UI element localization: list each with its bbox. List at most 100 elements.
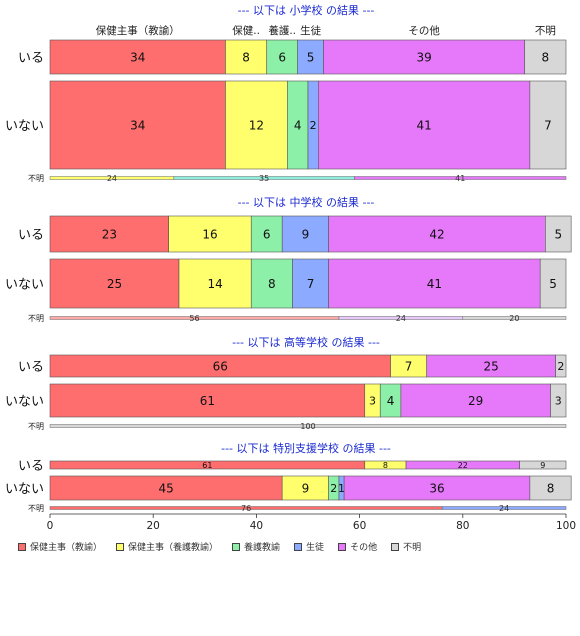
legend-label: 生徒 <box>306 543 325 553</box>
data-label: 25 <box>107 277 122 291</box>
bar-segment <box>266 39 298 75</box>
legend-item: 養護教諭 <box>232 540 280 553</box>
unknown-label: 不明 <box>28 504 44 513</box>
data-label: 45 <box>158 481 173 495</box>
bar-segment <box>292 258 329 309</box>
data-label: 5 <box>554 227 562 241</box>
row-label: いない <box>5 482 44 497</box>
column-header-1: 保健.. <box>232 24 260 37</box>
column-header-3: 生徒 <box>300 24 321 37</box>
data-label: 7 <box>544 118 552 132</box>
legend-swatch <box>294 542 303 551</box>
bar-segment <box>281 475 329 501</box>
bar-segment <box>524 39 567 75</box>
data-label: 4 <box>387 394 395 408</box>
legend: 保健主事（教諭） 保健主事（養護教諭） 養護教諭 生徒 その他 不明 <box>18 540 421 553</box>
legend-label: 不明 <box>403 543 422 553</box>
data-label: 5 <box>549 277 557 291</box>
data-label: 34 <box>130 118 145 132</box>
data-label: 3 <box>369 395 376 408</box>
legend-label: 保健主事（養護教諭） <box>128 543 219 553</box>
legend-label: 養護教諭 <box>244 543 281 553</box>
legend-item: 保健主事（教諭） <box>18 540 102 553</box>
legend-item: その他 <box>338 540 377 553</box>
data-label: 12 <box>249 118 264 132</box>
data-label: 34 <box>130 50 145 64</box>
x-tick-label: 100 <box>556 520 576 532</box>
column-header-2: 養護.. <box>268 24 296 37</box>
bar-segment <box>49 215 169 253</box>
bar-segment <box>343 475 531 501</box>
panel-title-2: --- 以下は 高等学校 の結果 --- <box>232 335 380 349</box>
row-label: いない <box>5 278 44 293</box>
legend-label: その他 <box>350 543 378 553</box>
x-tick-label: 80 <box>456 520 469 532</box>
unknown-value: 24 <box>396 314 406 323</box>
bar-segment <box>250 215 283 253</box>
data-label: 29 <box>468 394 483 408</box>
bar-segment <box>297 39 324 75</box>
unknown-label: 不明 <box>28 422 44 431</box>
unknown-value: 20 <box>509 314 519 323</box>
column-header-4: その他 <box>408 24 440 37</box>
x-tick-label: 60 <box>353 520 366 532</box>
bar-segment <box>328 258 541 309</box>
bar-segment <box>49 80 226 170</box>
unknown-value: 76 <box>241 504 251 513</box>
row-label: いる <box>18 228 44 243</box>
bar-segment <box>519 460 567 470</box>
bar-segment <box>49 475 283 501</box>
panel-title-3: --- 以下は 特別支援学校 の結果 --- <box>221 441 391 455</box>
data-label: 8 <box>547 481 555 495</box>
data-label: 61 <box>200 394 215 408</box>
unknown-label: 不明 <box>28 174 44 183</box>
unknown-value: 41 <box>455 174 465 183</box>
data-label: 66 <box>213 359 228 373</box>
bar-segment <box>49 39 226 75</box>
row-label: いない <box>5 395 44 410</box>
data-label: 6 <box>278 50 286 64</box>
data-label: 41 <box>416 118 431 132</box>
data-label: 4 <box>294 118 302 132</box>
legend-swatch <box>338 542 347 551</box>
column-header-5: 不明 <box>535 25 556 37</box>
data-label: 5 <box>307 50 315 64</box>
data-label: 6 <box>263 227 271 241</box>
bar-segment <box>550 383 567 418</box>
column-header-0: 保健主事（教諭） <box>96 24 180 37</box>
bar-segment <box>529 475 572 501</box>
data-label: 2 <box>310 119 317 132</box>
bar-segment <box>400 383 551 418</box>
unknown-value: 24 <box>499 504 509 513</box>
data-label: 25 <box>484 359 499 373</box>
bar-segment <box>545 215 572 253</box>
unknown-label: 不明 <box>28 314 44 323</box>
unknown-value: 24 <box>107 174 117 183</box>
legend-swatch <box>232 542 241 551</box>
data-label: 2 <box>330 482 337 495</box>
data-label: 8 <box>542 50 550 64</box>
legend-item: 保健主事（養護教諭） <box>116 540 218 553</box>
data-label: 16 <box>202 227 217 241</box>
legend-swatch <box>391 542 400 551</box>
x-tick-label: 0 <box>47 520 54 532</box>
bar-segment <box>323 39 526 75</box>
bar-segment <box>168 215 252 253</box>
legend-label: 保健主事（教諭） <box>30 543 103 553</box>
data-label: 9 <box>302 481 310 495</box>
bar-segment <box>328 215 546 253</box>
data-label: 7 <box>307 277 315 291</box>
data-label: 9 <box>302 227 310 241</box>
data-label: 42 <box>429 227 444 241</box>
bar-segment <box>225 80 288 170</box>
data-label: 3 <box>555 395 562 408</box>
data-label: 7 <box>405 359 413 373</box>
data-label: 39 <box>416 50 431 64</box>
unknown-segment <box>354 176 567 180</box>
x-tick-label: 20 <box>147 520 160 532</box>
bar-segment <box>178 258 252 309</box>
unknown-segment <box>49 424 567 428</box>
bar-segment <box>318 80 531 170</box>
